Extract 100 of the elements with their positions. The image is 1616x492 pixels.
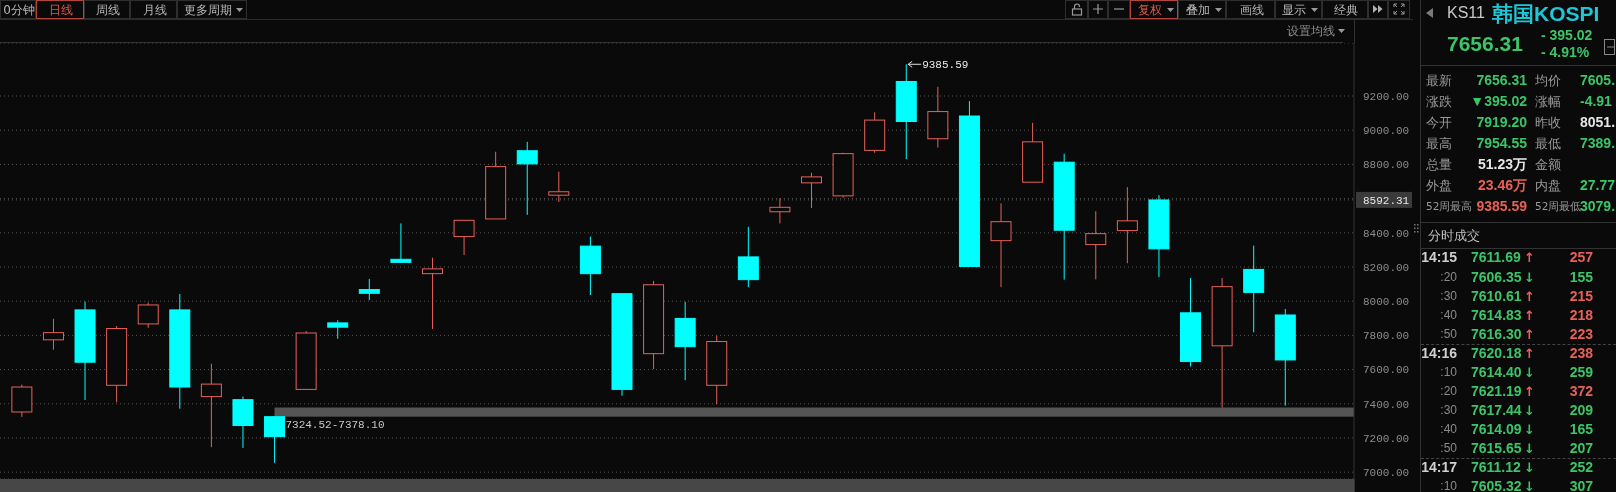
text: 372 (1569, 383, 1593, 399)
text: 209 (1569, 402, 1593, 418)
text: 昨收 (1535, 114, 1561, 130)
text: 均价 (1535, 72, 1561, 88)
text: 7606.35 (1471, 269, 1522, 285)
candlestick (737, 226, 759, 288)
text: 307 (1569, 478, 1593, 492)
text: 207 (1569, 440, 1593, 456)
button: 日线 (36, 0, 84, 19)
text: 7621.19 (1471, 383, 1522, 399)
text: ↓ (1524, 459, 1535, 475)
text: :40 (1440, 308, 1457, 322)
text: 涨跌 (1426, 93, 1452, 109)
text: ↑ (1524, 383, 1535, 399)
text: :40 (1440, 422, 1457, 436)
candlestick (769, 197, 791, 224)
text: 259 (1569, 364, 1593, 380)
candlestick (801, 172, 822, 209)
candlestick (453, 219, 475, 256)
text: - 4.91% (1541, 44, 1590, 60)
y-tick-label: 8200.00 (1363, 261, 1410, 274)
candlestick (200, 363, 222, 448)
text: :30 (1440, 289, 1457, 303)
candlestick (327, 319, 349, 340)
text: 最新 (1426, 72, 1452, 88)
text: ↓ (1524, 269, 1535, 285)
text: -4.91 (1580, 93, 1612, 109)
candlestick (548, 171, 570, 203)
text: 155 (1569, 269, 1593, 285)
text: ↑ (1524, 345, 1535, 361)
y-tick-label: 9200.00 (1363, 90, 1410, 103)
candlestick (1116, 186, 1138, 264)
text: 7614.83 (1471, 307, 1522, 323)
text: 9385.59 (1476, 198, 1527, 214)
text: 7616.30 (1471, 326, 1522, 342)
text: :50 (1440, 327, 1457, 341)
candlestick (137, 302, 159, 329)
text: 14:15 (1421, 249, 1457, 265)
text: 14:16 (1421, 345, 1457, 361)
y-tick-label: 8000.00 (1363, 296, 1410, 309)
text: :10 (1440, 479, 1457, 492)
button: 复权 (1130, 0, 1178, 19)
text: 7389. (1580, 135, 1616, 151)
button: 叠加 (1178, 0, 1226, 19)
text: :20 (1440, 270, 1457, 284)
text: 外盘 (1426, 177, 1452, 193)
text: :10 (1440, 365, 1457, 379)
button: 画线 (1226, 0, 1275, 19)
text: :50 (1440, 441, 1457, 455)
text: 7610.61 (1471, 288, 1522, 304)
text: :30 (1440, 403, 1457, 417)
y-tick-label: 9000.00 (1363, 125, 1410, 138)
text: 23.46万 (1477, 177, 1527, 193)
text: 218 (1569, 307, 1593, 323)
band-label: 7324.52-7378.10 (285, 418, 385, 431)
text: ↓ (1524, 421, 1535, 437)
text: 总量 (1426, 156, 1452, 172)
annotation: 9385.59 (922, 59, 969, 72)
button: 更多周期 (177, 0, 247, 19)
text: 7620.18 (1471, 345, 1522, 361)
candlestick (390, 222, 412, 264)
text: 韩国KOSPI (1492, 1, 1600, 25)
text: :20 (1440, 384, 1457, 398)
text: 7615.65 (1471, 440, 1522, 456)
candlestick (42, 318, 64, 351)
text: 238 (1569, 345, 1593, 361)
y-tick-label: 7600.00 (1363, 364, 1410, 377)
text: 7919.20 (1476, 114, 1527, 130)
text: ▼395.02 (1470, 93, 1527, 109)
text: 14:17 (1421, 459, 1457, 475)
text: ↓ (1524, 440, 1535, 456)
candlestick (1085, 210, 1107, 280)
text: - 395.02 (1541, 27, 1593, 43)
text: 7614.40 (1471, 364, 1522, 380)
y-tick-label: 7400.00 (1363, 398, 1410, 411)
button: 显示 (1275, 0, 1322, 19)
text: ↓ (1524, 402, 1535, 418)
text: ↓ (1524, 364, 1535, 380)
text: 7617.44 (1471, 402, 1522, 418)
button: 0分钟 (0, 0, 36, 19)
text: 金额 (1535, 156, 1561, 172)
text: 7611.69 (1471, 249, 1521, 265)
text: 52周最高 (1426, 199, 1473, 212)
text: ↑ (1524, 307, 1535, 323)
text: 内盘 (1535, 177, 1561, 193)
text: 7605.32 (1471, 478, 1522, 492)
y-tick-label: 7800.00 (1363, 330, 1410, 343)
candlestick (358, 278, 380, 301)
text: 165 (1569, 421, 1593, 437)
y-tick-label: 8800.00 (1363, 159, 1410, 172)
y-tick-label: 8400.00 (1363, 227, 1410, 240)
text: ↓ (1524, 478, 1535, 492)
candlestick (990, 202, 1012, 288)
text: 7656.31 (1447, 31, 1523, 55)
y-tick-label: 7000.00 (1363, 467, 1410, 480)
text: KS11 (1447, 4, 1485, 21)
y-tick-label: 7200.00 (1363, 432, 1410, 445)
text: 252 (1569, 459, 1593, 475)
text: 3079. (1580, 198, 1616, 214)
text: ↑ (1524, 288, 1535, 304)
